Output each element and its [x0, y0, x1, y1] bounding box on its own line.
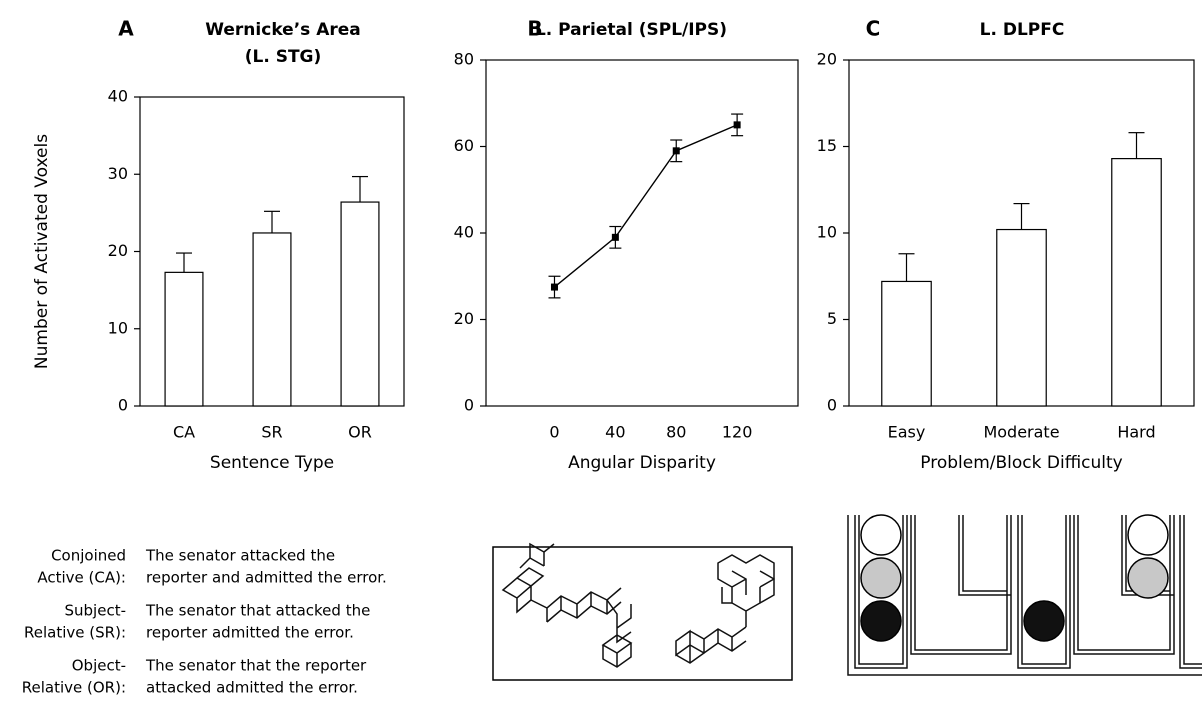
x-tick-label: OR	[348, 423, 372, 442]
y-tick-label: 80	[454, 50, 474, 69]
data-point	[734, 121, 741, 128]
x-tick-label: Easy	[888, 423, 926, 442]
y-tick-label: 0	[118, 396, 128, 415]
x-tick-label: 0	[549, 423, 559, 442]
y-tick-label: 0	[827, 396, 837, 415]
sentence-example: reporter and admitted the error.	[146, 569, 387, 587]
x-tick-label: Moderate	[983, 423, 1059, 442]
bar	[165, 272, 203, 406]
sentence-type-label: Subject-	[65, 602, 127, 620]
chart-title: L. Parietal (SPL/IPS)	[535, 20, 727, 40]
sentence-example: The senator that the reporter	[145, 657, 367, 675]
y-tick-label: 0	[464, 396, 474, 415]
sentence-type-label: Active (CA):	[37, 569, 126, 587]
y-tick-label: 40	[454, 223, 474, 242]
sentence-example: The senator attacked the	[145, 547, 335, 565]
y-tick-label: 10	[817, 223, 837, 242]
y-tick-label: 20	[108, 241, 128, 260]
panel-letter: A	[118, 17, 134, 41]
y-tick-label: 40	[108, 87, 128, 106]
data-line	[554, 125, 737, 287]
sentence-type-label: Conjoined	[51, 547, 126, 565]
plot-frame	[486, 60, 798, 406]
bar	[253, 233, 291, 406]
sentence-example: The senator that attacked the	[145, 602, 370, 620]
chart-title: L. DLPFC	[980, 20, 1065, 40]
bar	[1112, 159, 1161, 406]
bar	[882, 281, 931, 406]
x-tick-label: 40	[605, 423, 625, 442]
chart-title: (L. STG)	[245, 47, 322, 67]
sentence-type-label: Relative (OR):	[22, 679, 126, 697]
y-tick-label: 10	[108, 318, 128, 337]
data-point	[551, 284, 558, 291]
x-axis-label: Problem/Block Difficulty	[920, 453, 1122, 473]
y-tick-label: 20	[454, 309, 474, 328]
x-tick-label: 80	[666, 423, 686, 442]
chart-title: Wernicke’s Area	[205, 20, 360, 40]
y-axis-label: Number of Activated Voxels	[32, 134, 52, 369]
x-tick-label: SR	[261, 423, 282, 442]
x-tick-label: CA	[173, 423, 195, 442]
tower-puzzle-image	[848, 515, 1202, 675]
y-tick-label: 5	[827, 309, 837, 328]
data-point	[673, 147, 680, 154]
x-axis-label: Angular Disparity	[568, 453, 716, 473]
sentence-type-label: Object-	[72, 657, 126, 675]
y-tick-label: 20	[817, 50, 837, 69]
figure: A Wernicke’s Area (L. STG) 0 10 20 30 40 Number …	[0, 0, 1202, 713]
panel-letter: C	[866, 17, 881, 41]
y-tick-label: 15	[817, 136, 837, 155]
bar	[997, 230, 1046, 406]
y-tick-label: 30	[108, 164, 128, 183]
sentence-type-label: Relative (SR):	[24, 624, 126, 642]
data-point	[612, 234, 619, 241]
y-tick-label: 60	[454, 136, 474, 155]
x-tick-label: Hard	[1117, 423, 1155, 442]
sentence-example: reporter admitted the error.	[146, 624, 354, 642]
x-axis-label: Sentence Type	[210, 453, 334, 473]
mental-rotation-image	[493, 544, 792, 680]
x-tick-label: 120	[722, 423, 753, 442]
bar	[341, 202, 379, 406]
sentence-example: attacked admitted the error.	[146, 679, 358, 697]
